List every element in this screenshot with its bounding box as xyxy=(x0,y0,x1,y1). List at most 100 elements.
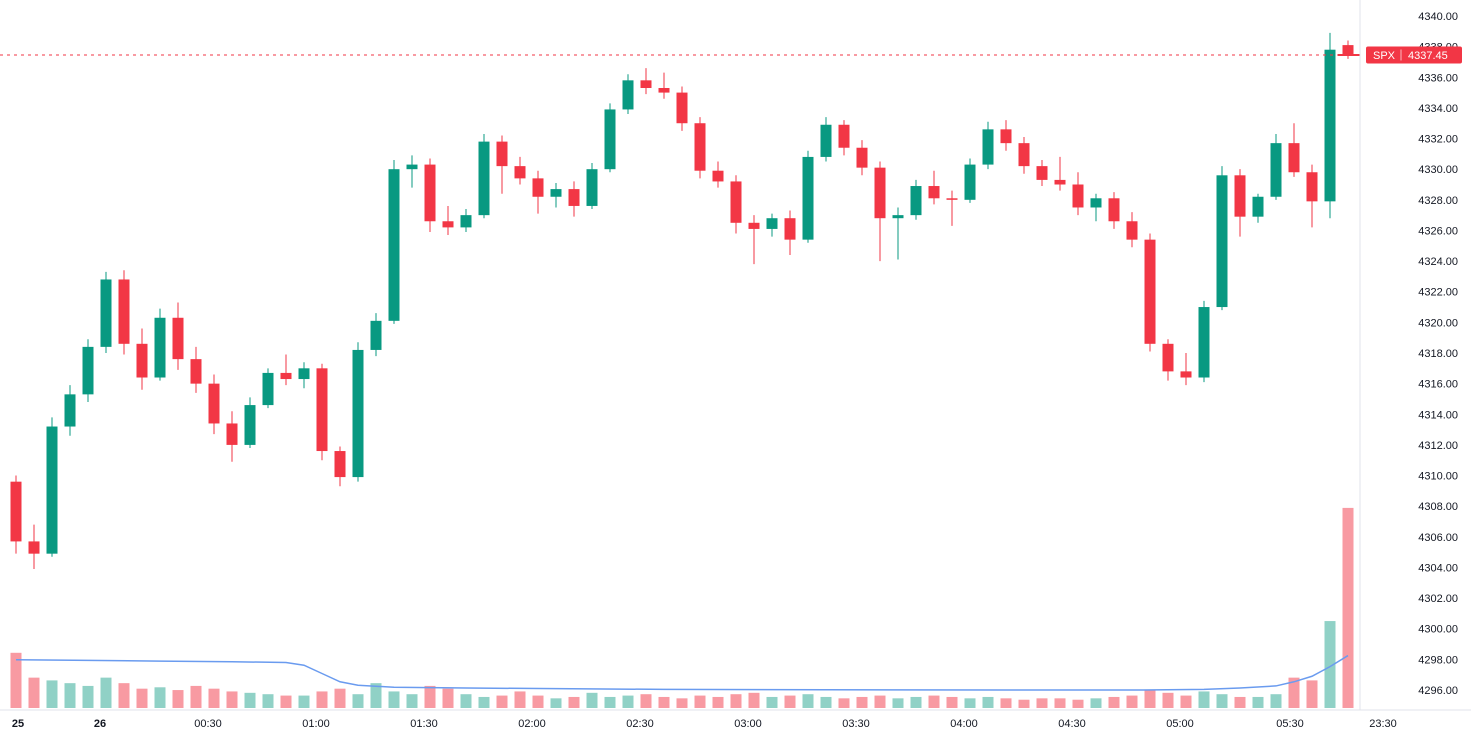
candle-body xyxy=(118,279,130,344)
volume-bar xyxy=(262,694,274,708)
candle-body xyxy=(460,215,472,228)
volume-bar xyxy=(1306,680,1318,708)
volume-bar xyxy=(1180,695,1192,708)
price-axis[interactable]: 4340.004338.004336.004334.004332.004330.… xyxy=(1418,11,1458,697)
price-label-background xyxy=(1366,46,1462,64)
candle-body xyxy=(154,317,166,378)
volume-bar xyxy=(550,698,562,708)
candle-body xyxy=(1054,179,1066,185)
volume-bar xyxy=(1252,696,1264,708)
candle-body xyxy=(424,164,436,222)
volume-bar xyxy=(136,688,148,708)
volume-bar xyxy=(1054,698,1066,708)
time-tick-label: 03:00 xyxy=(734,718,762,730)
candle-body xyxy=(928,186,940,199)
time-tick-label: 04:30 xyxy=(1058,718,1086,730)
price-tick-label: 4306.00 xyxy=(1418,532,1458,544)
candle-body xyxy=(766,218,778,229)
price-tick-label: 4330.00 xyxy=(1418,164,1458,176)
candle-body xyxy=(136,343,148,378)
candle-body xyxy=(802,156,814,240)
volume-bar xyxy=(334,688,346,708)
volume-bar xyxy=(748,692,760,708)
candle-body xyxy=(172,317,184,360)
candle-body xyxy=(1216,175,1228,308)
volume-bar xyxy=(532,695,544,708)
candle-body xyxy=(640,80,652,88)
candles-layer xyxy=(10,32,1354,569)
volume-bar xyxy=(460,694,472,708)
candle-body xyxy=(1000,129,1012,144)
volume-bar xyxy=(280,695,292,708)
candle-body xyxy=(334,451,346,478)
candle-body xyxy=(982,129,994,165)
time-tick-label: 05:30 xyxy=(1276,718,1304,730)
candle-body xyxy=(964,164,976,200)
price-tick-label: 4326.00 xyxy=(1418,225,1458,237)
candle-body xyxy=(442,221,454,228)
candle-body xyxy=(820,124,832,157)
time-tick-label: 05:00 xyxy=(1166,718,1194,730)
volume-bar xyxy=(388,691,400,708)
candle-body xyxy=(874,167,886,219)
volume-bar xyxy=(820,696,832,708)
volume-bar xyxy=(838,698,850,708)
candle-body xyxy=(604,109,616,170)
volume-bar xyxy=(1288,677,1300,708)
time-tick-label: 03:30 xyxy=(842,718,870,730)
candle-body xyxy=(910,186,922,216)
volume-bar xyxy=(568,696,580,708)
volume-bar xyxy=(442,688,454,708)
candle-body xyxy=(1306,172,1318,202)
candle-body xyxy=(892,215,904,219)
candle-body xyxy=(388,169,400,321)
time-tick-label: 01:00 xyxy=(302,718,330,730)
volume-bar xyxy=(604,696,616,708)
price-tick-label: 4332.00 xyxy=(1418,134,1458,146)
price-tick-label: 4310.00 xyxy=(1418,471,1458,483)
candle-body xyxy=(838,124,850,148)
volume-bar xyxy=(694,695,706,708)
candle-body xyxy=(280,372,292,380)
time-axis[interactable]: 25 26 00:30 01:00 01:30 02:00 02:30 03:00 03:30 0… xyxy=(12,718,1397,730)
volume-bar xyxy=(46,680,58,708)
price-tick-label: 4322.00 xyxy=(1418,287,1458,299)
volume-bar xyxy=(1324,621,1336,708)
volume-bar xyxy=(496,695,508,708)
candle-body xyxy=(298,368,310,380)
candle-body xyxy=(64,394,76,427)
candle-body xyxy=(190,359,202,384)
volume-bar xyxy=(586,692,598,708)
candle-body xyxy=(1090,198,1102,208)
candle-body xyxy=(496,141,508,167)
candle-body xyxy=(82,346,94,395)
volume-bar xyxy=(298,695,310,708)
candle-body xyxy=(370,320,382,350)
candle-body xyxy=(946,198,958,200)
volume-ma-line xyxy=(15,654,1349,691)
price-tick-label: 4304.00 xyxy=(1418,562,1458,574)
candle-body xyxy=(244,405,256,445)
volume-bar xyxy=(892,698,904,708)
volume-layer xyxy=(10,507,1354,708)
candle-body xyxy=(532,178,544,197)
candle-body xyxy=(1342,45,1354,56)
volume-bar xyxy=(766,696,778,708)
candle-body xyxy=(1126,221,1138,240)
time-tick-label: 01:30 xyxy=(410,718,438,730)
candle-body xyxy=(1162,343,1174,372)
volume-bar xyxy=(964,698,976,708)
time-tick-label: 02:00 xyxy=(518,718,546,730)
candle-body xyxy=(730,181,742,223)
volume-bar xyxy=(352,694,364,708)
volume-bar xyxy=(406,694,418,708)
volume-bar xyxy=(1234,696,1246,708)
candle-body xyxy=(208,383,220,424)
volume-bar xyxy=(82,685,94,708)
volume-bar xyxy=(1162,692,1174,708)
time-tick-label: 26 xyxy=(94,718,106,730)
volume-bar xyxy=(730,694,742,708)
volume-bar xyxy=(784,695,796,708)
